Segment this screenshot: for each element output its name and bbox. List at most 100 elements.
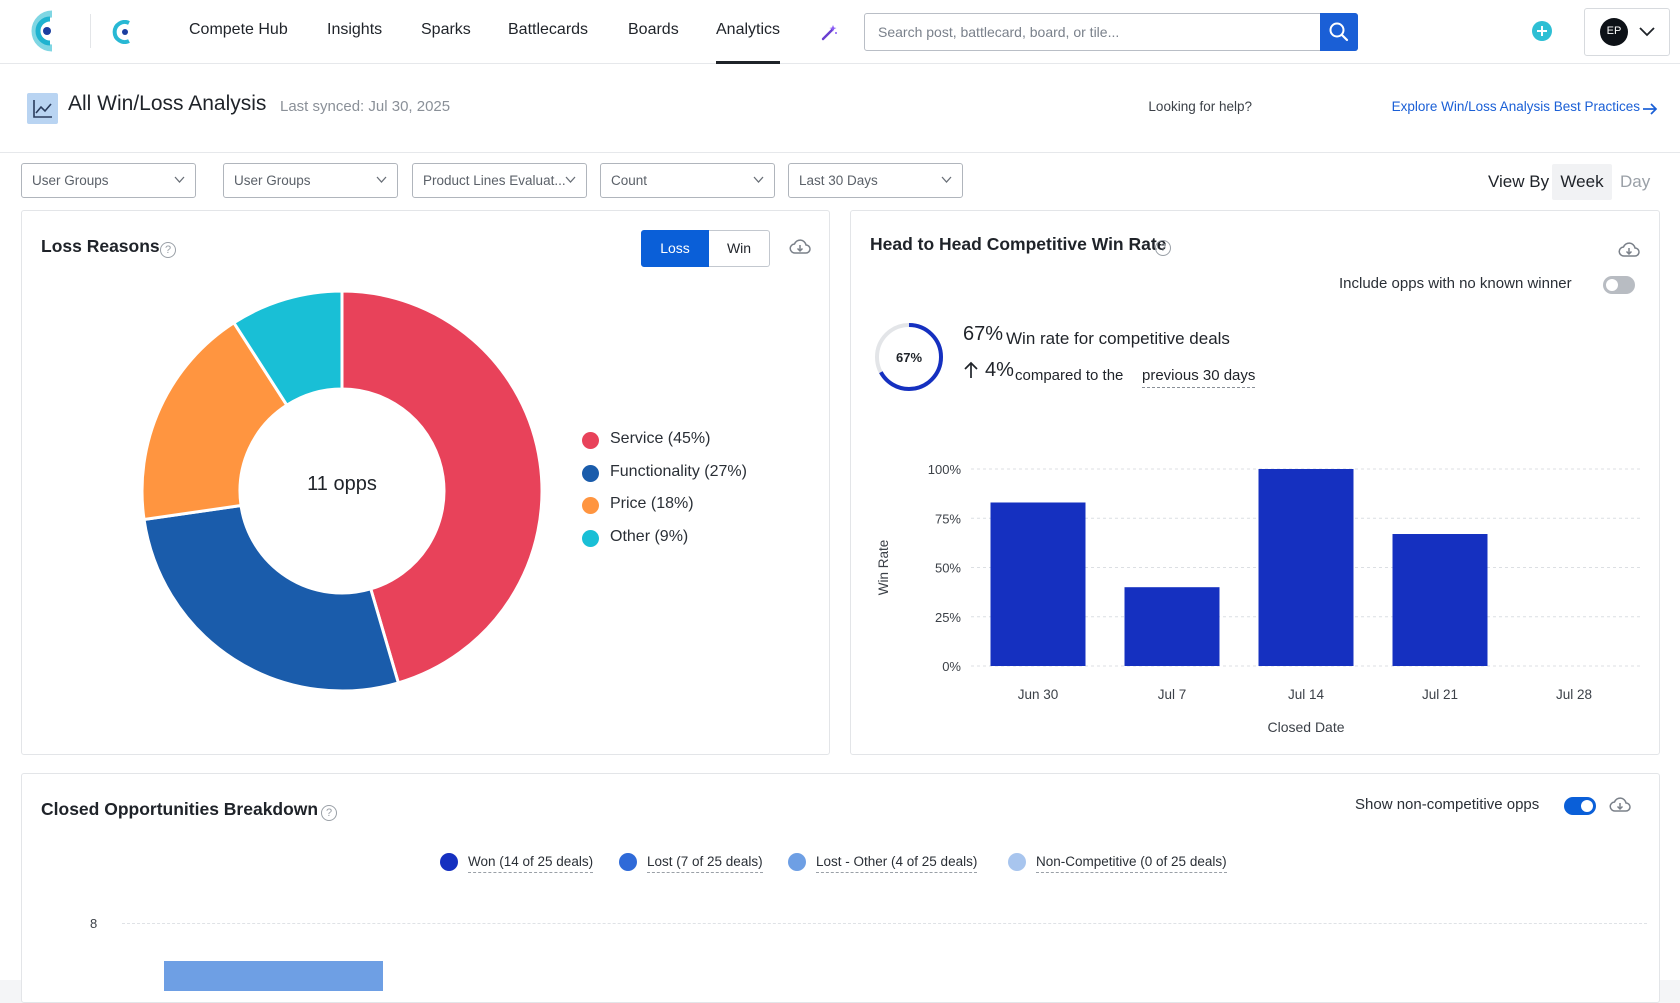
gauge-label: 67% [896,350,922,365]
filter-product-lines[interactable]: Product Lines Evaluat... [412,163,587,198]
brand-logo-icon[interactable] [26,10,62,52]
y-tick-label: 0% [942,659,961,674]
legend-label: Non-Competitive (0 of 25 deals) [1036,854,1227,873]
bar-jun-30[interactable] [990,502,1086,666]
nav-sparks[interactable]: Sparks [421,21,471,38]
legend-label: Service (45%) [610,430,711,447]
page-header: All Win/Loss Analysis Last synced: Jul 3… [0,64,1680,153]
y-tick-label: 75% [935,511,961,526]
donut-center-label: 11 opps [307,473,377,495]
search-bar [864,13,1358,51]
view-by-label: View By [1488,172,1550,191]
nav-boards[interactable]: Boards [628,21,679,38]
x-tick-label: Jul 7 [1158,687,1187,702]
donut-slice-service[interactable] [340,289,544,685]
help-icon[interactable]: ? [321,805,337,821]
donut-slice-functionality[interactable] [142,503,401,693]
legend-dot [1008,853,1026,871]
bar-jul-14[interactable] [1258,469,1354,666]
cloud-download-icon[interactable] [1618,241,1640,259]
cloud-download-icon[interactable] [1609,796,1631,814]
filter-label: Count [611,173,648,188]
filter-count[interactable]: Count [600,163,775,198]
filter-label: Last 30 Days [799,173,878,188]
nav-insights[interactable]: Insights [327,21,383,38]
filter-label: User Groups [234,173,311,188]
last-synced: Last synced: Jul 30, 2025 [280,98,451,115]
win-rate-caption: Win rate for competitive deals [1006,329,1230,348]
search-input[interactable] [865,14,1321,50]
x-tick-label: Jun 30 [1018,687,1059,702]
win-rate-value: 67% [963,323,1004,345]
magic-wand-icon[interactable] [820,24,838,42]
arrow-right-icon[interactable] [1642,102,1658,116]
loss-reasons-donut [140,289,544,693]
legend-dot [582,465,599,482]
bar-jul-21[interactable] [1392,534,1488,666]
filter-label: User Groups [32,173,109,188]
chevron-down-icon [174,176,185,183]
legend-dot [582,432,599,449]
help-icon[interactable]: ? [1155,240,1171,256]
view-by-day[interactable]: Day [1620,172,1651,191]
bar-lost-other [164,961,383,991]
y-tick-label: 25% [935,610,961,625]
legend-label: Price (18%) [610,495,694,512]
chevron-down-icon [753,176,764,183]
show-noncompetitive-toggle[interactable] [1564,797,1596,815]
chevron-down-icon [941,176,952,183]
toggle-knob [1606,279,1618,291]
legend-label: Lost (7 of 25 deals) [647,854,763,873]
y-tick-label: 50% [935,561,961,576]
view-by-week[interactable]: Week [1552,164,1612,200]
win-rate-bar-chart: 0% 25% 50% 75% 100% Jun 30 Jul 7 Jul 14 Jul 21 Ju… [876,462,1641,735]
nav-analytics[interactable]: Analytics [716,0,781,64]
y-tick-label: 100% [928,462,962,477]
toggle-knob [1581,800,1593,812]
page-title: All Win/Loss Analysis [68,92,267,115]
search-icon [1329,22,1349,42]
nav-battlecards[interactable]: Battlecards [508,21,589,38]
filter-user-groups-1[interactable]: User Groups [21,163,196,198]
win-rate-gauge: 67% [875,323,943,391]
x-tick-label: Jul 28 [1556,687,1592,702]
cloud-download-icon[interactable] [789,238,811,256]
nav-compete-hub[interactable]: Compete Hub [189,21,288,38]
filter-user-groups-2[interactable]: User Groups [223,163,398,198]
top-nav: Compete Hub Insights Sparks Battlecards … [0,0,1680,64]
help-prefix: Looking for help? [1148,99,1252,114]
toggle-win[interactable]: Win [709,230,770,267]
nav-divider [90,14,91,48]
legend-label: Other (9%) [610,528,689,545]
workspace-logo-icon[interactable] [112,20,136,44]
closed-opps-card: Closed Opportunities Breakdown ? Show no… [21,773,1660,1003]
donut-slice-other[interactable] [231,289,344,408]
x-tick-label: Jul 14 [1288,687,1325,702]
legend-label: Lost - Other (4 of 25 deals) [816,854,978,873]
y-tick-label: 8 [90,916,98,931]
head-to-head-title: Head to Head Competitive Win Rate [870,234,1167,254]
bar-jul-7[interactable] [1124,587,1220,666]
search-button[interactable] [1320,13,1358,51]
legend-label: Won (14 of 25 deals) [468,854,594,873]
include-opps-toggle[interactable] [1603,276,1635,294]
avatar: EP [1600,18,1628,46]
legend-dot [582,530,599,547]
chevron-down-icon [565,176,576,183]
previous-period-link[interactable]: previous 30 days [1142,367,1256,388]
analytics-chart-icon [27,93,58,124]
donut-slice-price[interactable] [140,320,289,522]
delta-caption: compared to the [1015,367,1124,384]
toggle-loss[interactable]: Loss [641,230,709,267]
loss-reasons-card: Loss Reasons ? Loss Win 11 opps Service … [21,210,830,755]
help-icon[interactable]: ? [160,242,176,258]
filter-date-range[interactable]: Last 30 Days [788,163,963,198]
add-button[interactable] [1532,21,1552,41]
user-menu[interactable]: EP [1584,8,1670,56]
help-link[interactable]: Explore Win/Loss Analysis Best Practices [1391,99,1640,114]
loss-reasons-title: Loss Reasons [41,236,160,256]
legend-dot [440,853,458,871]
include-opps-label: Include opps with no known winner [1339,275,1572,292]
legend-dot [619,853,637,871]
